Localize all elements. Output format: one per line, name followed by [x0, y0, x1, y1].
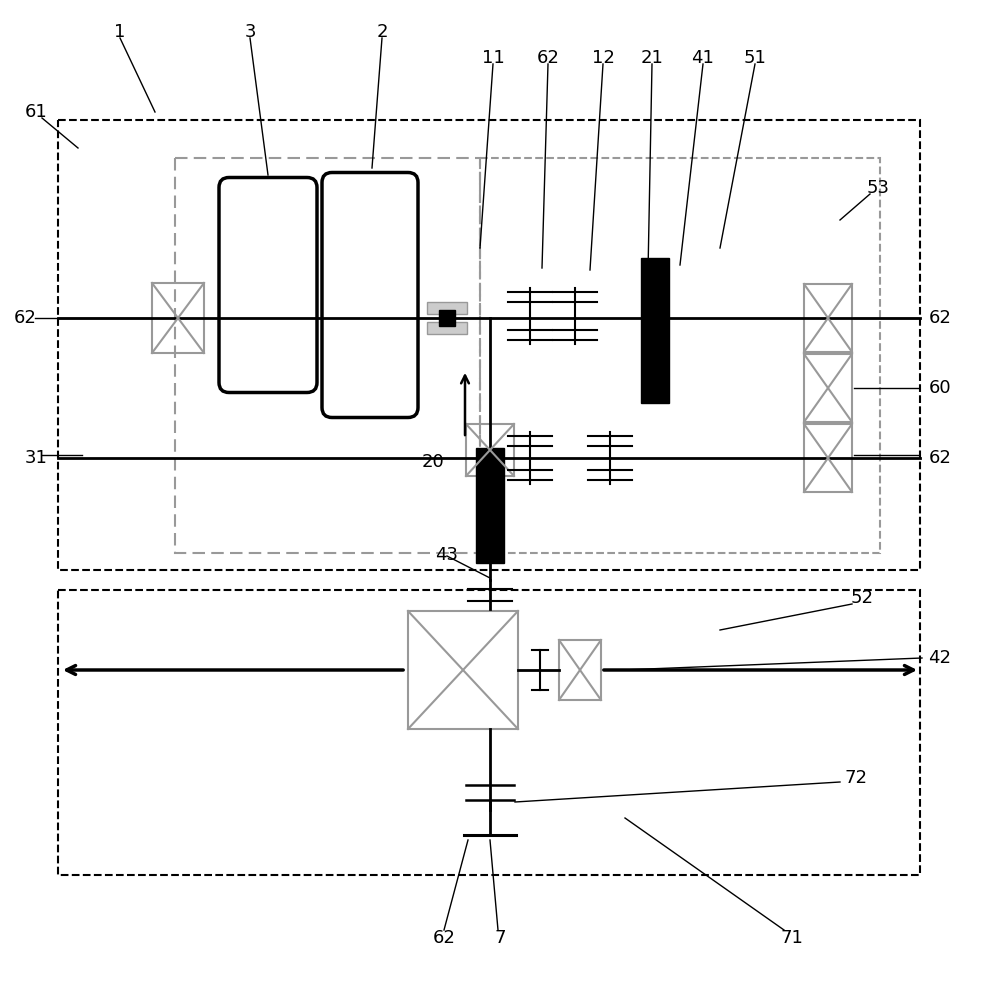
Text: 51: 51	[744, 49, 766, 67]
Bar	[804, 284, 852, 352]
Text: 72: 72	[845, 769, 867, 787]
Bar	[480, 158, 880, 553]
Text: 43: 43	[436, 546, 458, 564]
Text: 1: 1	[115, 23, 126, 41]
Bar	[559, 640, 601, 700]
Text: 42: 42	[928, 649, 952, 667]
Bar	[427, 302, 467, 314]
Bar	[408, 611, 518, 729]
Text: 41: 41	[692, 49, 714, 67]
Bar	[466, 424, 514, 476]
Text: 62: 62	[433, 929, 455, 947]
Text: 20: 20	[422, 453, 444, 471]
Bar	[58, 120, 920, 570]
Text: 62: 62	[929, 309, 952, 327]
Bar	[476, 448, 504, 562]
Text: 62: 62	[14, 309, 36, 327]
Text: 60: 60	[929, 379, 952, 397]
Text: 53: 53	[866, 179, 890, 197]
Text: 31: 31	[25, 449, 47, 467]
Bar	[804, 424, 852, 492]
Text: 52: 52	[851, 589, 873, 607]
Text: 62: 62	[929, 449, 952, 467]
Bar	[175, 158, 480, 553]
Text: 11: 11	[482, 49, 504, 67]
Bar	[58, 590, 920, 875]
Bar	[152, 283, 204, 353]
Bar	[427, 322, 467, 334]
Text: 3: 3	[244, 23, 256, 41]
Text: 7: 7	[494, 929, 506, 947]
Text: 61: 61	[25, 103, 47, 121]
Text: 21: 21	[641, 49, 663, 67]
Text: 62: 62	[537, 49, 559, 67]
Bar	[439, 310, 455, 326]
Text: 71: 71	[781, 929, 803, 947]
Bar	[804, 354, 852, 422]
Text: 2: 2	[377, 23, 387, 41]
Text: 12: 12	[592, 49, 614, 67]
Bar	[641, 257, 669, 402]
